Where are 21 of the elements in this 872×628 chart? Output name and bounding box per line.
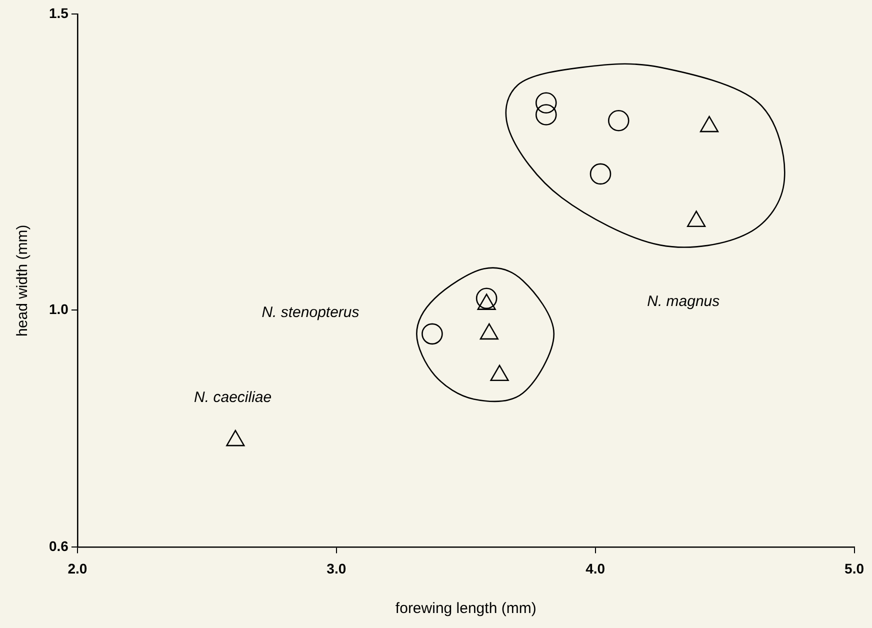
point <box>480 323 498 340</box>
point <box>226 430 245 446</box>
point <box>590 163 612 185</box>
x-tick-label: 4.0 <box>586 560 606 576</box>
y-axis-title: head width (mm) <box>14 224 32 336</box>
point <box>477 294 496 310</box>
point <box>490 364 509 382</box>
point <box>535 92 557 114</box>
point <box>687 210 706 228</box>
y-tick-label: 1.5 <box>48 4 69 21</box>
annotation: N. caeciliae <box>194 389 272 406</box>
annotation: N. magnus <box>647 293 720 310</box>
y-tick-label: 0.6 <box>48 538 69 554</box>
x-tick-label: 3.0 <box>326 560 346 576</box>
point <box>608 110 630 132</box>
x-tick-label: 5.0 <box>844 560 864 576</box>
y-tick-label: 1.0 <box>48 301 69 318</box>
point <box>535 104 557 126</box>
annotation: N. stenopterus <box>262 304 360 321</box>
x-tick-label: 2.0 <box>68 560 88 576</box>
x-axis-title: forewing length (mm) <box>395 600 536 618</box>
